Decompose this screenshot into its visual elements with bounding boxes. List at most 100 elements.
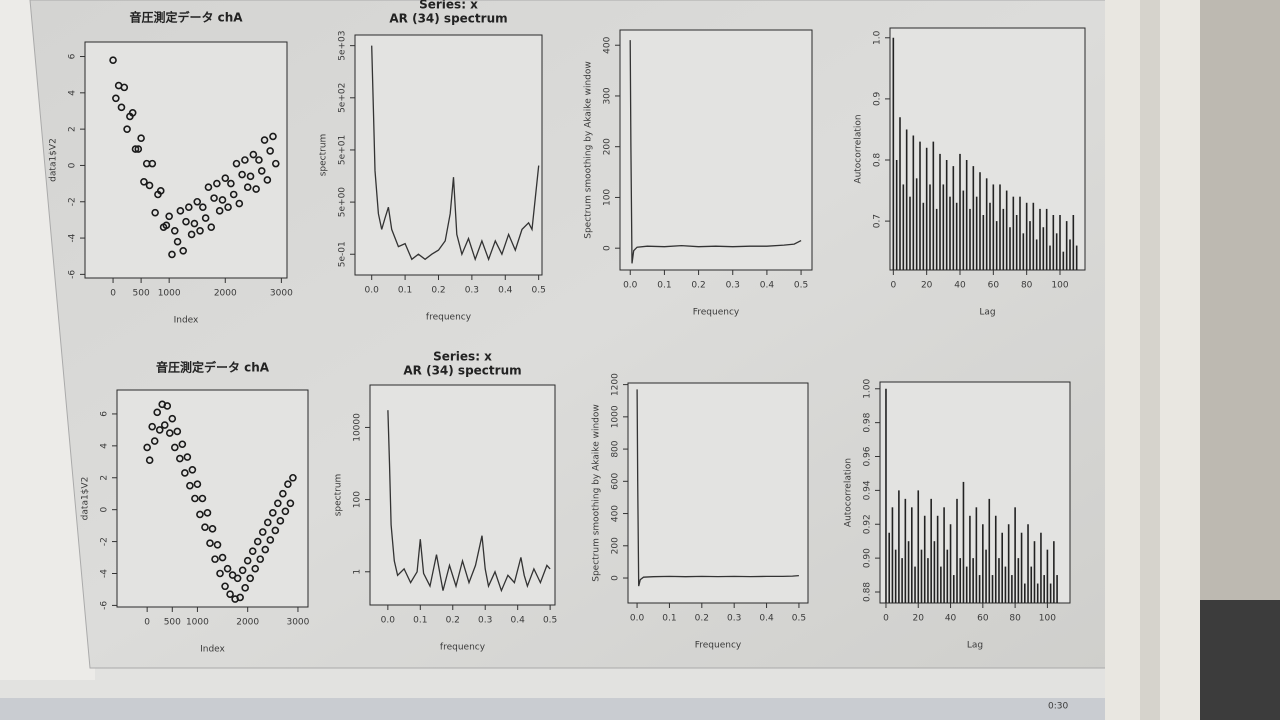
x-tick-label: 0.1 [657, 281, 671, 291]
x-tick-label: 0.3 [727, 614, 741, 624]
y-tick-label: 0 [603, 245, 613, 251]
x-tick-label: 100 [1051, 281, 1068, 291]
x-tick-label: 20 [921, 281, 933, 291]
point [224, 203, 232, 211]
x-tick-label: 3000 [270, 289, 293, 299]
x-tick-label: 0.0 [381, 616, 396, 626]
point [168, 414, 177, 423]
plot-area [84, 41, 288, 279]
x-tick-label: 2000 [214, 289, 237, 299]
point [188, 465, 197, 474]
point [179, 246, 187, 255]
point [156, 187, 165, 195]
cable [1200, 600, 1280, 720]
point [213, 179, 221, 188]
x-axis-label: frequency [440, 643, 486, 653]
point [284, 480, 292, 488]
y-tick-label: 0 [611, 575, 621, 581]
point [255, 156, 263, 164]
x-tick-label: 3000 [286, 618, 309, 628]
point [181, 469, 189, 477]
point [226, 590, 234, 599]
point [233, 574, 242, 583]
y-tick-label: 0.94 [863, 480, 873, 500]
point [163, 402, 172, 410]
point [266, 536, 275, 544]
x-tick-label: 0.4 [760, 281, 775, 291]
x-tick-label: 0.5 [531, 286, 545, 296]
point [256, 555, 265, 563]
point [196, 227, 204, 235]
taskbar [0, 698, 1105, 720]
point [276, 517, 285, 525]
point [271, 159, 280, 168]
plot-marks [629, 40, 802, 264]
x-tick-label: 0 [883, 614, 889, 624]
y-tick-label: 400 [603, 36, 613, 53]
point [246, 574, 254, 583]
point [176, 454, 184, 463]
point [261, 545, 270, 554]
point [218, 553, 227, 562]
plot-area [627, 382, 809, 604]
point [173, 427, 182, 436]
point [208, 525, 217, 533]
x-tick-label: 0.1 [413, 616, 427, 626]
point [260, 136, 269, 144]
point [215, 207, 224, 215]
point [137, 134, 145, 143]
x-tick-label: 0.4 [498, 286, 513, 296]
x-tick-label: 0.2 [446, 616, 460, 626]
y-tick-label: 10000 [353, 413, 363, 442]
y-tick-label: 5e+01 [338, 135, 348, 165]
plot-marks [387, 410, 551, 593]
y-axis-label: data1$V2 [81, 477, 91, 521]
y-tick-label: -6 [100, 601, 110, 610]
point [251, 564, 260, 573]
point [210, 194, 218, 202]
y-tick-label: -4 [100, 569, 110, 578]
x-tick-label: 0.2 [691, 281, 705, 291]
y-tick-label: 0.7 [873, 214, 883, 228]
point [271, 526, 280, 535]
plot-marks [109, 56, 280, 259]
chart-title: 音圧測定データ chA [156, 360, 270, 375]
y-tick-label: 5e+02 [338, 83, 348, 113]
point [266, 147, 274, 155]
point [257, 167, 266, 175]
y-tick-label: 4 [68, 90, 78, 96]
x-tick-label: 0 [110, 289, 116, 299]
y-tick-label: 0 [68, 162, 78, 168]
y-tick-label: 0.9 [873, 91, 883, 106]
point [173, 237, 182, 246]
y-tick-label: 300 [603, 87, 613, 104]
x-tick-label: 80 [1021, 281, 1033, 291]
y-tick-label: 1.0 [873, 30, 883, 45]
y-tick-label: 5e+00 [338, 187, 348, 218]
x-axis-label: Frequency [693, 308, 740, 318]
point [253, 537, 262, 546]
point [286, 499, 295, 508]
bezel-edge [1140, 0, 1160, 720]
point [236, 593, 244, 602]
y-tick-label: 200 [603, 138, 613, 155]
x-tick-label: 0.3 [726, 281, 740, 291]
x-tick-label: 0.4 [511, 616, 526, 626]
point [269, 509, 277, 517]
x-tick-label: 0.5 [792, 614, 806, 624]
y-tick-label: 2 [100, 475, 110, 481]
line [371, 45, 540, 262]
point [196, 510, 204, 519]
x-tick-label: 40 [954, 281, 966, 291]
chart-title: Series: x [419, 0, 478, 12]
y-tick-label: -4 [68, 233, 78, 242]
point [221, 582, 229, 591]
point [183, 453, 192, 461]
x-tick-label: 0.0 [365, 286, 380, 296]
y-axis-label: Spectrum smoothing by Akaike window [592, 404, 602, 582]
y-tick-label: 100 [603, 189, 613, 206]
y-axis-label: Autocorrelation [844, 458, 854, 527]
x-tick-label: 80 [1009, 614, 1021, 624]
point [193, 480, 202, 488]
point [155, 426, 164, 434]
